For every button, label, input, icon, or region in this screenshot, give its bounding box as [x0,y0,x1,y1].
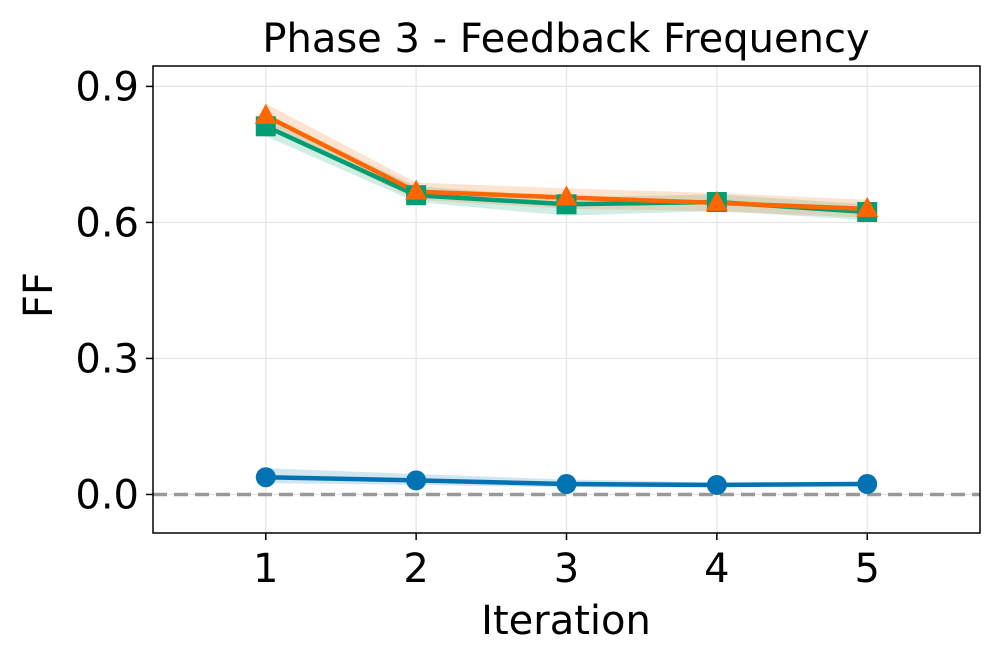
x-axis-ticks: 1 2 3 4 5 [253,533,880,592]
x-axis-label: Iteration [481,598,651,644]
data-point-circle [556,474,577,495]
y-tick-label: 0.9 [75,64,139,110]
data-point-circle [857,474,878,495]
y-axis-ticks: 0.0 0.3 0.6 0.9 [75,64,153,518]
y-axis-label: FF [16,272,62,318]
data-point-circle [406,470,427,491]
data-point-triangle [705,190,728,211]
data-point-circle [706,474,727,495]
chart-title: Phase 3 - Feedback Frequency [262,16,869,62]
x-tick-label: 5 [855,546,880,592]
x-tick-label: 3 [554,546,579,592]
data-point-triangle [555,185,578,206]
y-tick-label: 0.0 [75,472,139,518]
x-tick-label: 1 [253,546,278,592]
x-tick-label: 4 [704,546,729,592]
x-tick-label: 2 [403,546,428,592]
data-point-circle [255,467,276,488]
data-point-triangle [405,179,428,200]
y-tick-label: 0.3 [75,336,139,382]
data-point-triangle [254,103,277,124]
data-point-triangle [856,196,879,217]
y-tick-label: 0.6 [75,200,139,246]
series-markers [254,103,879,495]
